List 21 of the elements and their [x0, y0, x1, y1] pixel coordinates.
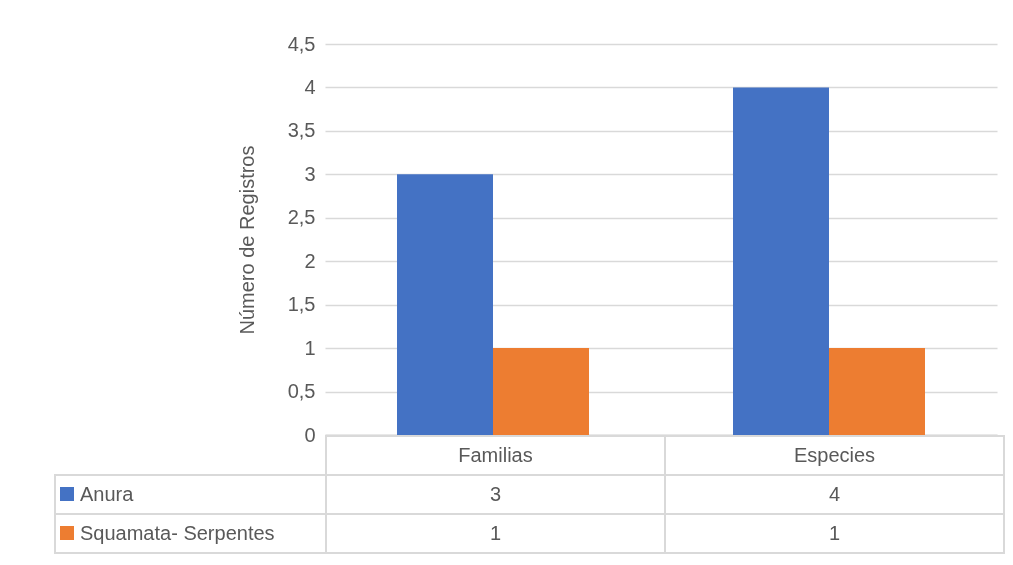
y-tick-label: 2 [304, 249, 316, 272]
x-tick-label: Familias [326, 436, 665, 475]
y-tick-label: 2,5 [287, 206, 316, 229]
y-tick-label: 0,5 [287, 380, 316, 403]
x-tick-label: Especies [665, 436, 1004, 475]
bar [733, 87, 829, 435]
y-tick-label: 1 [304, 336, 316, 359]
y-tick-label: 0 [304, 423, 316, 446]
y-tick-label: 4 [304, 75, 316, 98]
data-label: 4 [665, 475, 1004, 514]
bar [397, 174, 493, 435]
bar [493, 348, 589, 435]
data-label: 1 [665, 514, 1004, 553]
y-tick-label: 3,5 [287, 119, 316, 142]
y-tick-label: 1,5 [287, 293, 316, 316]
y-tick-label: 4,5 [287, 32, 316, 55]
y-tick-label: 3 [304, 162, 316, 185]
legend-label: Squamata- Serpentes [55, 514, 326, 553]
bar [829, 348, 925, 435]
y-axis-title: Número de Registros [235, 145, 258, 335]
legend-label: Anura [55, 475, 326, 514]
